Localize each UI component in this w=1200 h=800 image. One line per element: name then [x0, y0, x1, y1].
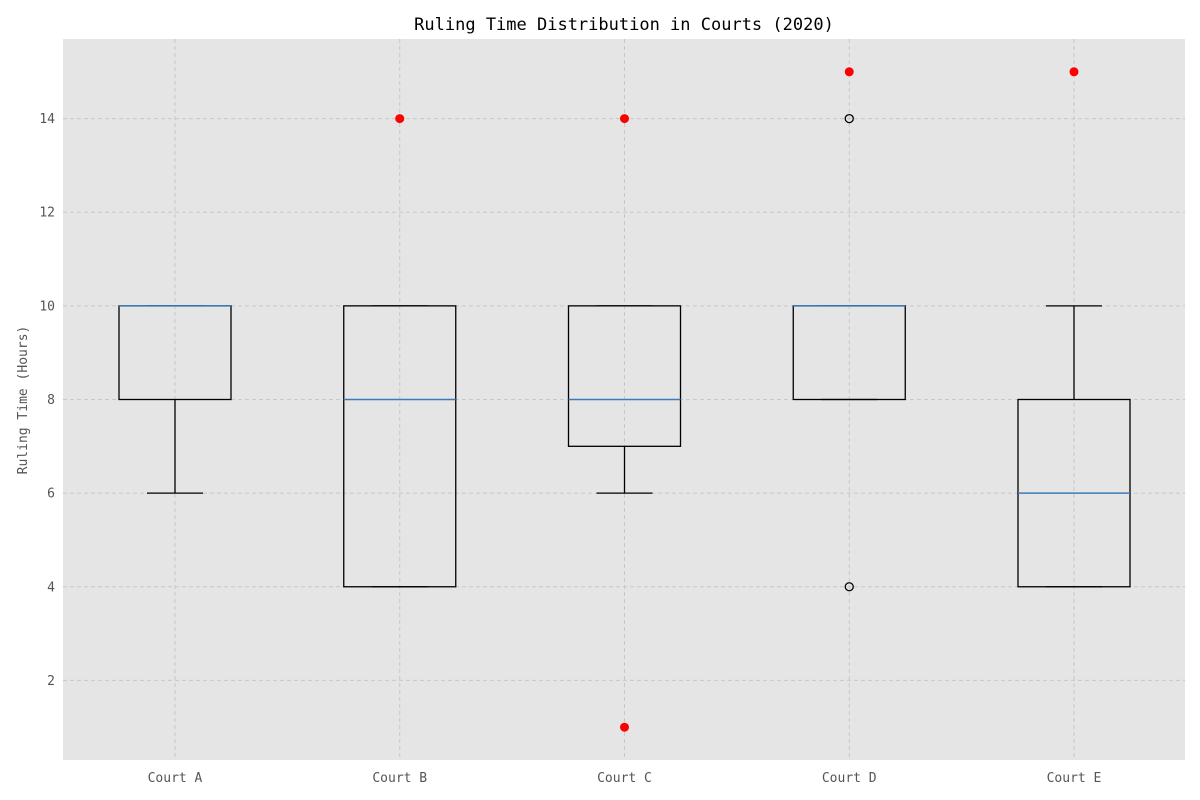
boxes-layer: [118, 305, 1131, 588]
x-tick-label: Court C: [597, 771, 652, 786]
y-tick-label: 2: [47, 674, 55, 689]
extreme-point: [844, 67, 854, 77]
y-tick-label: 12: [39, 206, 55, 221]
box-group: [343, 305, 457, 588]
x-tick-label: Court B: [372, 771, 427, 786]
outlier-point: [844, 582, 854, 592]
y-tick-label: 6: [47, 487, 55, 502]
points-layer: [395, 67, 1079, 732]
x-tick-label: Court D: [822, 771, 877, 786]
box-group: [792, 305, 906, 401]
box-group: [567, 305, 682, 494]
outlier-point: [844, 113, 854, 124]
extreme-point: [1069, 67, 1079, 77]
y-tick-label: 14: [39, 112, 55, 127]
extreme-point: [620, 114, 629, 124]
chart-title: Ruling Time Distribution in Courts (2020…: [414, 15, 834, 35]
box-group: [118, 305, 232, 494]
x-tick-label: Court E: [1047, 771, 1102, 786]
extreme-point: [620, 722, 629, 732]
y-tick-label: 8: [47, 393, 55, 408]
y-axis-label: Ruling Time (Hours): [16, 326, 31, 475]
ticks-layer: 2 4 6 8 10 12 14 Court A Court B Court C Court D Co…: [39, 112, 1101, 786]
y-tick-label: 10: [39, 299, 55, 314]
x-tick-label: Court A: [148, 771, 203, 786]
box-iqr: [343, 305, 457, 588]
box-group: [1017, 305, 1131, 588]
box-iqr: [567, 305, 682, 447]
extreme-point: [395, 114, 405, 124]
y-tick-label: 4: [47, 580, 55, 595]
